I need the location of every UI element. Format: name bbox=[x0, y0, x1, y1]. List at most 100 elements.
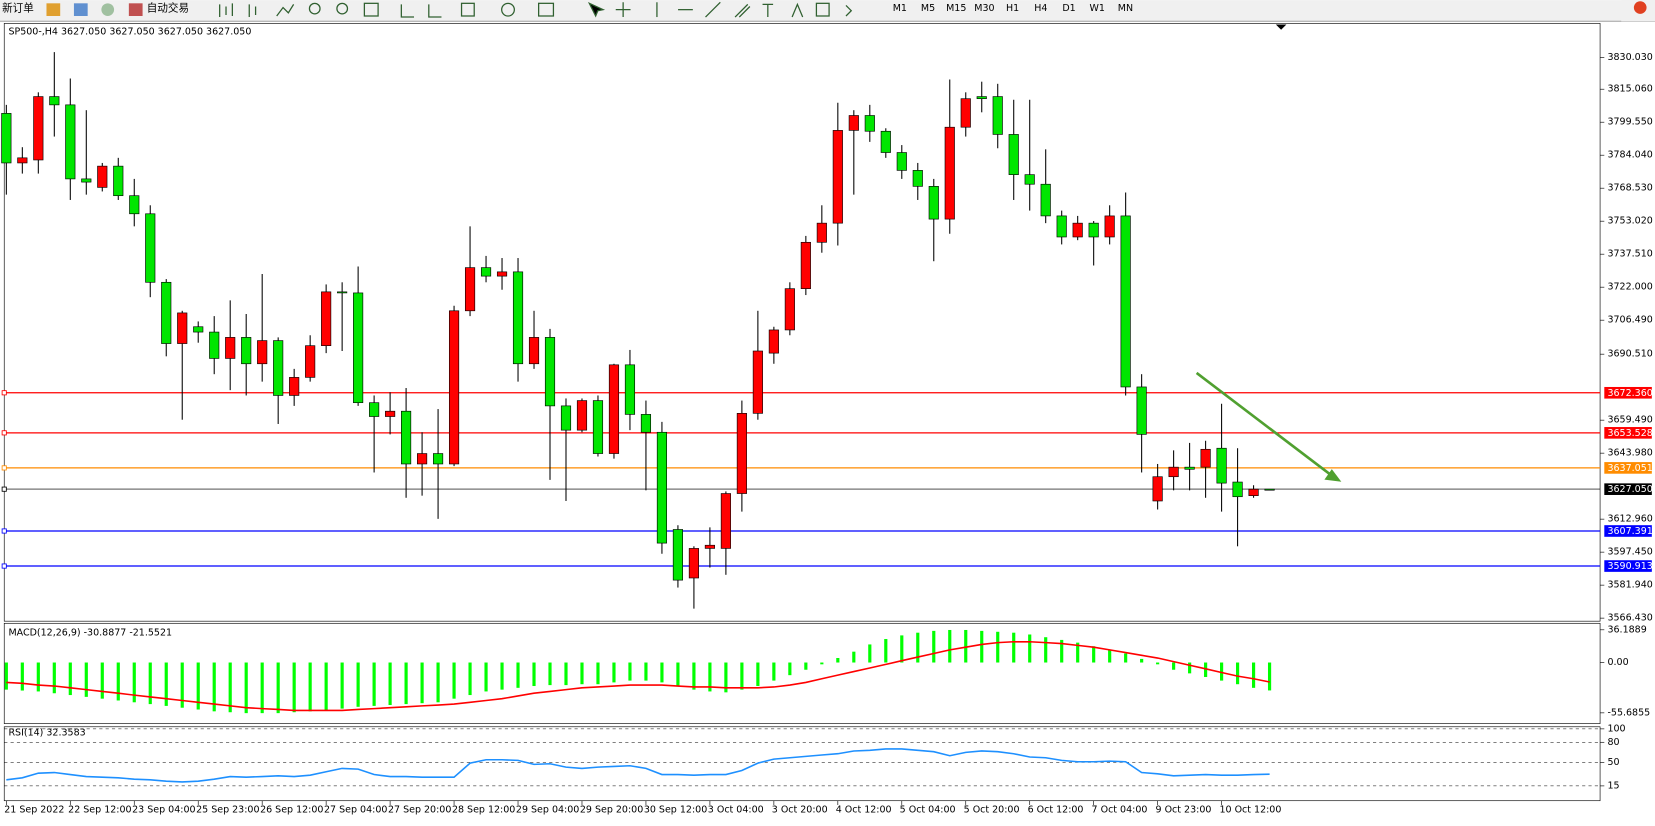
x-tick-label: 6 Oct 12:00 bbox=[1028, 805, 1084, 816]
histogram-bar bbox=[4, 662, 8, 690]
histogram-bar bbox=[1140, 658, 1144, 663]
x-tick-label: 29 Sep 04:00 bbox=[516, 805, 579, 816]
text-tool[interactable] bbox=[791, 2, 804, 18]
candle-body bbox=[385, 410, 396, 417]
cursor-tool[interactable] bbox=[587, 1, 606, 18]
zoom-in[interactable] bbox=[308, 2, 321, 15]
candle-body bbox=[960, 98, 971, 128]
x-tick-label: 7 Oct 04:00 bbox=[1092, 805, 1148, 816]
icon[interactable] bbox=[276, 4, 295, 17]
auto-trading-button[interactable]: 自动交易 bbox=[147, 2, 189, 15]
price-tag-label: 3590.913 bbox=[1607, 561, 1652, 572]
histogram-bar bbox=[196, 662, 200, 710]
histogram-bar bbox=[1267, 662, 1272, 691]
histogram-bar bbox=[740, 662, 744, 690]
timeframe-button[interactable]: W1 bbox=[1090, 3, 1105, 14]
y-tick-label: 3581.940 bbox=[1607, 580, 1652, 591]
crosshair-tool[interactable] bbox=[615, 2, 631, 18]
x-tick-label: 5 Oct 04:00 bbox=[900, 805, 956, 816]
y-tick-label: 3597.450 bbox=[1607, 547, 1652, 558]
new-order-button[interactable]: 新订单 bbox=[2, 2, 34, 15]
timeframe-button[interactable]: M30 bbox=[974, 3, 994, 14]
rsi-pane bbox=[3, 726, 1601, 802]
icon[interactable] bbox=[219, 3, 233, 18]
histogram-bar bbox=[404, 662, 408, 705]
timeframe-button[interactable]: M15 bbox=[946, 3, 966, 14]
candle-body bbox=[1248, 488, 1259, 496]
y-tick-label: 3722.000 bbox=[1607, 282, 1652, 293]
histogram-bar bbox=[996, 631, 1000, 663]
histogram-bar bbox=[452, 662, 456, 699]
toolbar-items: 新订单 自动交易 bbox=[2, 1, 853, 18]
histogram-bar bbox=[788, 662, 792, 676]
candle-body bbox=[1200, 448, 1211, 468]
candle-body bbox=[928, 186, 939, 220]
icon[interactable] bbox=[46, 3, 61, 16]
trendline-tool[interactable] bbox=[705, 1, 721, 18]
level-handle bbox=[1, 390, 7, 396]
candle-body bbox=[720, 493, 731, 549]
candle-body bbox=[1264, 488, 1275, 491]
candle-body bbox=[433, 453, 444, 465]
y-tick-label: 3643.980 bbox=[1607, 448, 1652, 459]
shapes-tool[interactable] bbox=[845, 4, 853, 17]
icon[interactable] bbox=[101, 3, 115, 16]
level-handle bbox=[1, 430, 7, 436]
fib-tool[interactable] bbox=[762, 3, 774, 18]
histogram-bar bbox=[548, 662, 552, 686]
zoom-out[interactable] bbox=[336, 2, 349, 15]
histogram-bar bbox=[532, 662, 536, 687]
histogram-bar bbox=[180, 662, 184, 708]
histogram-bar bbox=[276, 662, 280, 714]
histogram-bar bbox=[916, 632, 920, 663]
histogram-bar bbox=[1220, 662, 1224, 681]
histogram-bar bbox=[20, 662, 24, 691]
x-tick-label: 3 Oct 20:00 bbox=[772, 805, 828, 816]
icon[interactable] bbox=[501, 2, 515, 17]
candle-body bbox=[177, 312, 188, 344]
icon[interactable] bbox=[460, 2, 475, 17]
timeframe-button[interactable]: H4 bbox=[1034, 3, 1047, 14]
icon[interactable] bbox=[400, 4, 415, 18]
plot: 3830.030 3815.060 3799.550 3784.040 3768.530… bbox=[1, 52, 1653, 816]
candle-body bbox=[496, 271, 508, 277]
icon[interactable] bbox=[428, 4, 442, 18]
timeframe-button[interactable]: D1 bbox=[1062, 3, 1075, 14]
y-tick-label: 3768.530 bbox=[1607, 183, 1652, 194]
timeframe-button[interactable]: MN bbox=[1118, 3, 1133, 14]
candle-body bbox=[624, 364, 636, 415]
candle-body bbox=[736, 413, 747, 494]
candle-body bbox=[544, 337, 556, 407]
label-tool[interactable] bbox=[815, 2, 830, 17]
candle-body bbox=[768, 329, 779, 354]
timeframe-button[interactable]: M5 bbox=[921, 3, 935, 14]
x-tick-label: 10 Oct 12:00 bbox=[1219, 805, 1281, 816]
main-pane bbox=[3, 23, 1601, 622]
histogram-bar bbox=[868, 644, 872, 663]
histogram-bar bbox=[516, 662, 520, 688]
alert-badge bbox=[1633, 1, 1647, 14]
icon[interactable] bbox=[538, 2, 555, 17]
trend-arrow bbox=[1195, 371, 1334, 478]
icon[interactable] bbox=[363, 2, 379, 17]
x-tick-label: 28 Sep 12:00 bbox=[452, 805, 515, 816]
candle-body bbox=[480, 267, 492, 277]
histogram-bar bbox=[708, 662, 712, 692]
histogram-bar bbox=[324, 662, 328, 711]
candle-body bbox=[1168, 466, 1179, 478]
auto-trading-icon[interactable] bbox=[128, 3, 143, 16]
level-handle bbox=[1, 528, 7, 534]
candle-body bbox=[33, 96, 44, 161]
macd-pane bbox=[3, 622, 1601, 724]
candle-body bbox=[209, 331, 220, 359]
channel-tool[interactable] bbox=[734, 3, 751, 18]
icon[interactable] bbox=[73, 3, 88, 16]
histogram-bar bbox=[164, 662, 168, 706]
candle-body bbox=[896, 152, 907, 171]
y-tick-label: 80 bbox=[1607, 737, 1619, 748]
y-tick-label: 3706.490 bbox=[1607, 315, 1652, 326]
histogram-bar bbox=[116, 662, 120, 701]
icon[interactable] bbox=[248, 4, 257, 18]
timeframe-button[interactable]: H1 bbox=[1006, 3, 1019, 14]
timeframe-button[interactable]: M1 bbox=[893, 3, 907, 14]
